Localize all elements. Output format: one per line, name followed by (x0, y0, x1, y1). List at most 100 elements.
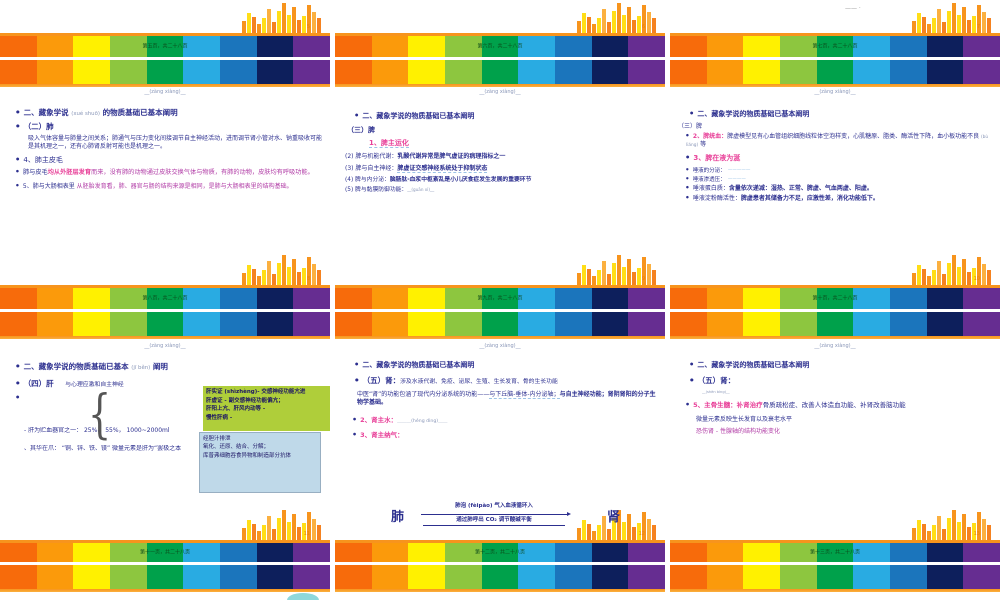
decorative-bar (622, 15, 626, 33)
text-segment: 脾虚模型见有心血管组织细胞线粒体空泡样变，心肌糖原、脂类、酶活性下降，血小板功能… (727, 133, 981, 140)
rainbow-stripe (256, 543, 294, 562)
rainbow-stripe (670, 36, 707, 57)
rainbow-stripe (816, 288, 854, 309)
rainbow-stripe (293, 288, 330, 309)
bullet-dot: ● (686, 167, 689, 171)
decorative-bar (252, 17, 256, 33)
text-segment: (bù liáng) (686, 135, 989, 148)
rainbow-stripe (853, 288, 891, 309)
text-segment: 与下丘脑-垂体-内分泌轴； (489, 391, 560, 399)
rainbow-stripe (256, 36, 294, 57)
rainbow-stripe (780, 60, 817, 84)
decorative-bar (272, 529, 276, 540)
decorative-bar (307, 5, 311, 33)
decorative-bar (312, 264, 316, 285)
slide-text-line: ● 2、脾统血：脾虚模型见有心血管组织细胞线粒体空泡样变，心肌糖原、脂类、酶活性下… (686, 133, 994, 149)
rainbow-stripe (335, 36, 372, 57)
rainbow-stripe (146, 36, 184, 57)
decorative-bar (927, 531, 931, 540)
rainbow-stripe (73, 36, 111, 57)
footer-page-label: 第十三页，共二十八页 (809, 549, 860, 555)
content-dash-mark: —— · (845, 5, 861, 12)
slide-text-line: (2) 脾与机能代谢：乳酸代谢异常是脾气虚证的病理指标之一 (345, 153, 661, 161)
pinyin-placeholder: __(zàng xiàng)__ (814, 343, 856, 349)
text-segment: 的物质基础已基本阐明 (100, 108, 178, 117)
decorative-bar (957, 522, 961, 540)
rainbow-stripe (36, 565, 74, 589)
rainbow-stripe (481, 312, 519, 336)
decorative-bar (282, 255, 286, 285)
rainbow-stripe (293, 543, 330, 562)
text-segment: 唾液渗透压： (692, 177, 728, 183)
bar-chart-decoration (242, 3, 322, 33)
decorative-bar (597, 525, 601, 540)
rainbow-stripe (706, 36, 744, 57)
decorative-bar (962, 259, 966, 285)
decorative-bar (592, 276, 596, 285)
rainbow-footer-band: 第六页，共二十八页 (335, 36, 665, 57)
decorative-bar (982, 519, 986, 540)
document-column-2[interactable]: 第六页，共二十八页 第九页，共二十八页 第十二页，共二十八页 6 9 12 __(zàng … (335, 0, 665, 600)
decorative-bar (632, 272, 636, 285)
decorative-bar (257, 531, 261, 540)
arrowhead-right (567, 512, 571, 516)
decorative-bar (617, 255, 621, 285)
decorative-bar (252, 269, 256, 285)
bullet-dot: ● (686, 154, 690, 159)
text-segment: 二、藏象学说的物质基础已基本阐明 (697, 361, 810, 369)
decorative-bar (292, 514, 296, 540)
band-top-edge (670, 540, 1000, 543)
bar-chart-decoration (242, 510, 322, 540)
decorative-bar (937, 9, 941, 33)
decorative-bar (627, 7, 631, 33)
decorative-bar (917, 13, 921, 33)
slide-text-line: ● 2、肾主水：＿＿＿(héng dìng)＿＿ (353, 416, 661, 425)
decorative-bar (652, 525, 656, 540)
decorative-bar (962, 7, 966, 33)
slide-number: 7 (976, 24, 980, 30)
document-column-3[interactable]: 第七页，共二十八页 第十页，共二十八页 第十三页，共二十八页 7 10 13 __(zàng… (670, 0, 1000, 600)
decorative-bar (607, 529, 611, 540)
text-segment: 唾液的分泌： (692, 168, 728, 174)
rainbow-stripe (518, 565, 556, 589)
header-band-underline (335, 84, 665, 87)
header-band-underline (0, 84, 330, 87)
decorative-bar (247, 265, 251, 285)
rainbow-stripe (628, 312, 665, 336)
rainbow-header-band (335, 565, 665, 589)
bar-chart-decoration (912, 255, 992, 285)
decorative-bar (312, 12, 316, 33)
text-segment: 脾虚证交感神经系统处于抑制状态 (397, 165, 488, 173)
slide-text-line: (5) 脾与黏膜防御功能：__(guān xì)__ (345, 187, 661, 195)
callout-line: 慢性肝病 - (206, 414, 233, 421)
rainbow-stripe (256, 312, 294, 336)
decorative-bar (282, 3, 286, 33)
decorative-bar (932, 270, 936, 285)
rainbow-stripe (335, 312, 372, 336)
rainbow-stripe (518, 543, 556, 562)
decorative-bar (292, 259, 296, 285)
rainbow-stripe (890, 312, 927, 336)
rainbow-stripe (555, 60, 592, 84)
rainbow-stripe (220, 312, 257, 336)
decorative-bar (242, 21, 246, 33)
decorative-bar (262, 270, 266, 285)
decorative-bar (592, 24, 596, 33)
rainbow-stripe (36, 543, 74, 562)
slide-text-line: 中医“肾”的功能包涵了现代内分泌系统的功能——与下丘脑-垂体-内分泌轴；与自主神… (357, 391, 659, 407)
rainbow-stripe (73, 543, 111, 562)
document-column-1[interactable]: 第五页，共二十八页 第八页，共二十八页 第十一页，共二十八页 5 8 11 __(zàng … (0, 0, 330, 600)
rainbow-stripe (743, 288, 781, 309)
slide-text-line: (3) 脾与自主神经：脾虚证交感神经系统处于抑制状态 (345, 165, 661, 173)
decorative-bar (592, 531, 596, 540)
text-segment: 3、脾在液为涎 (693, 154, 741, 162)
rainbow-stripe (963, 312, 1000, 336)
rainbow-stripe (445, 36, 482, 57)
bullet-dot: ● (16, 183, 19, 187)
rainbow-stripe (628, 60, 665, 84)
bullet-dot: ● (16, 156, 20, 161)
decorative-bar (952, 255, 956, 285)
rainbow-stripe (183, 543, 221, 562)
decorative-bar (302, 268, 306, 285)
text-segment: 均从外胚层发育 (47, 169, 92, 176)
